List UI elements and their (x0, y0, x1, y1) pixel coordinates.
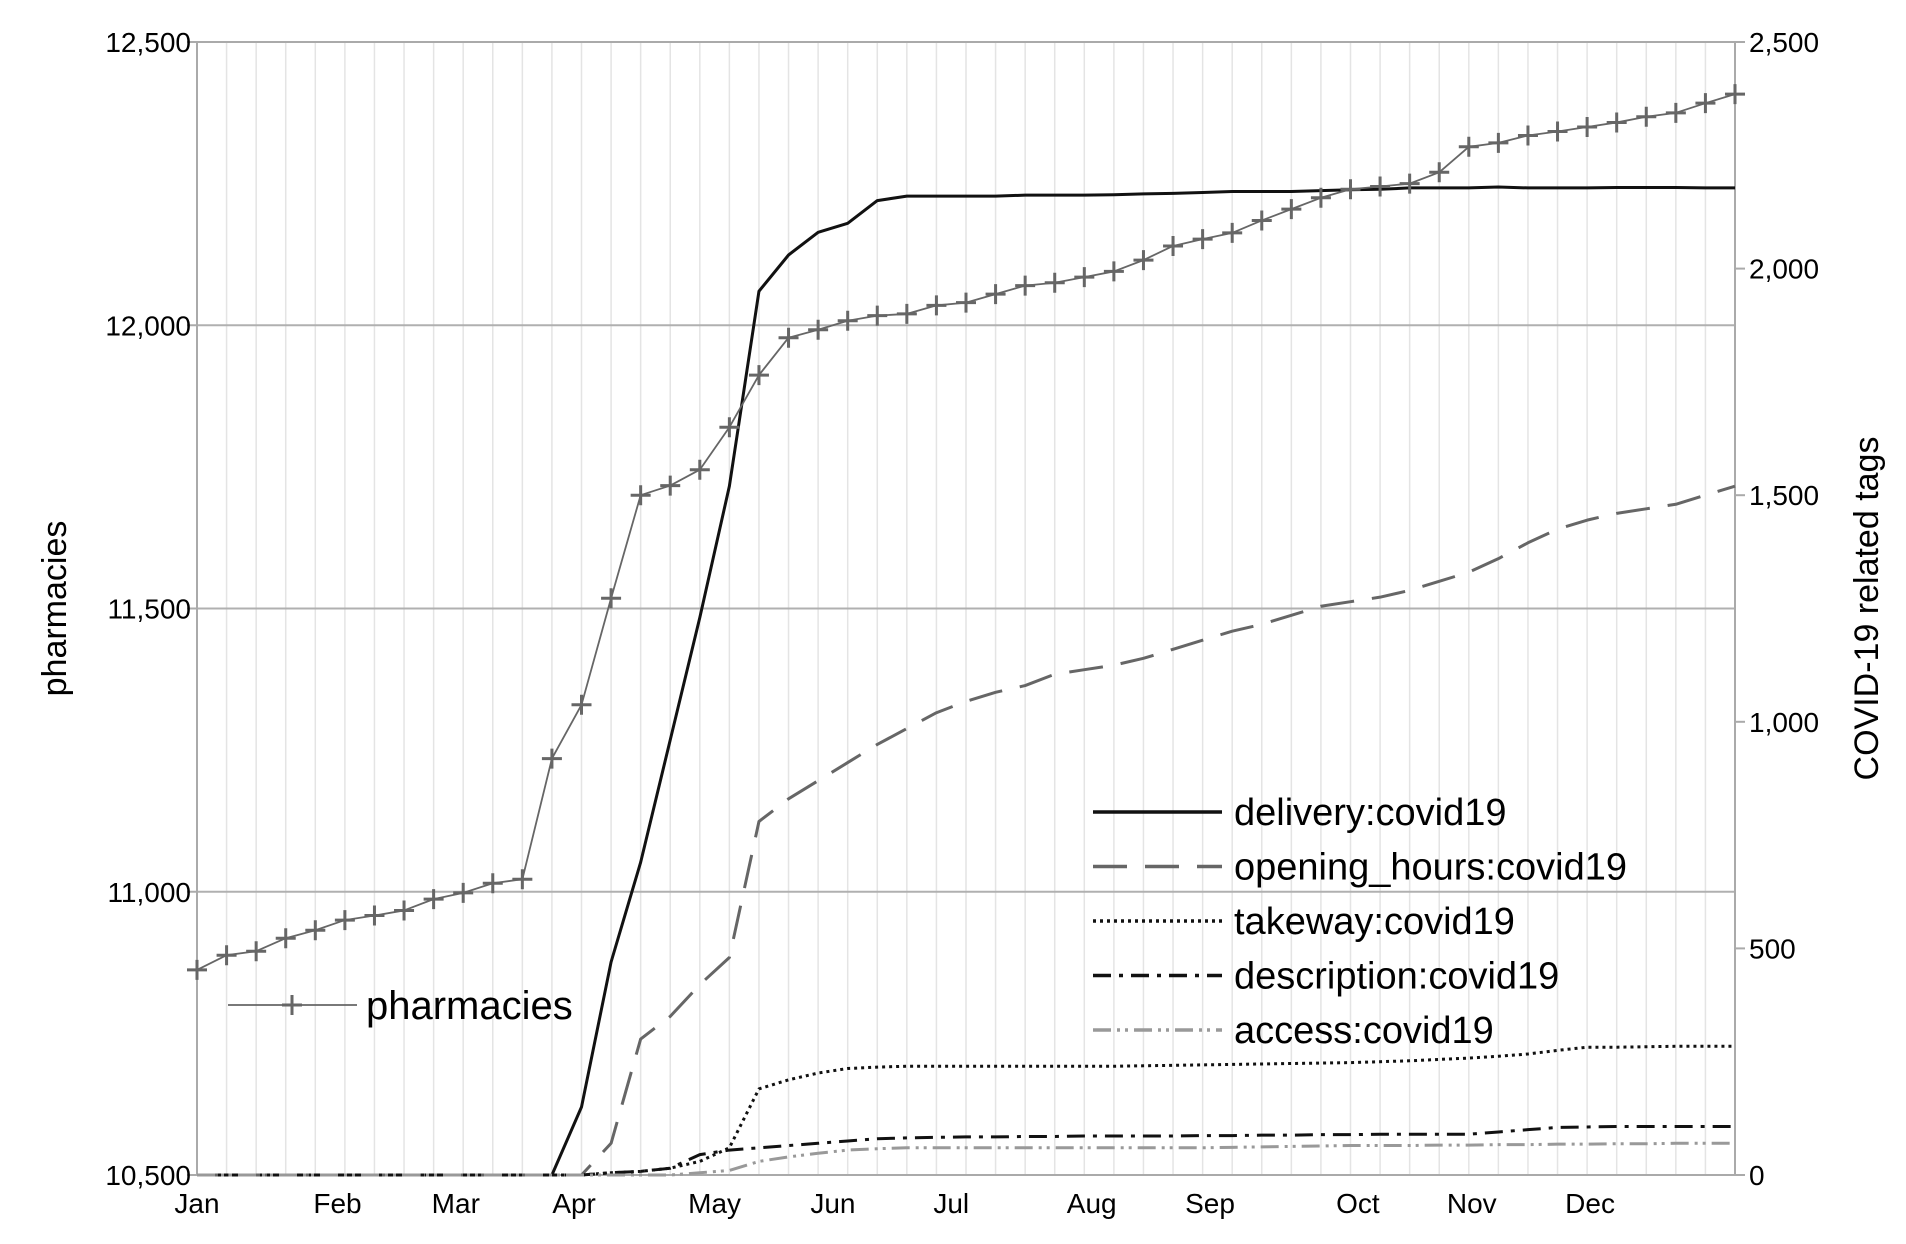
x-tick-label: Jan (174, 1188, 219, 1219)
pharmacies-point-marker (1399, 173, 1420, 194)
pharmacies-point-marker (1458, 136, 1479, 157)
x-tick-label: Dec (1565, 1188, 1615, 1219)
legend: delivery:covid19 opening_hours:covid19tak… (228, 792, 1627, 1052)
series-line-access-covid19 (197, 1141, 1735, 1177)
pharmacies-point-marker (1163, 235, 1184, 256)
x-tick-label: Mar (432, 1188, 480, 1219)
pharmacies-point-marker (1517, 125, 1538, 146)
left-tick-label: 12,000 (105, 310, 191, 341)
pharmacies-point-marker (1133, 250, 1154, 271)
series-lines (187, 84, 1745, 1177)
pharmacies-point-marker (896, 303, 917, 324)
pharmacies-point-marker (423, 889, 444, 910)
pharmacies-point-marker (1251, 210, 1272, 231)
right-tick-label: 1,000 (1749, 707, 1819, 738)
pharmacies-point-marker (1370, 176, 1391, 197)
pharmacies-point-marker (1547, 121, 1568, 142)
pharmacies-point-marker (334, 910, 355, 931)
pharmacies-point-marker (689, 459, 710, 480)
legend-label-takeway-covid19: takeway:covid19 (1234, 901, 1515, 943)
pharmacies-point-marker (394, 900, 415, 921)
pharmacies-point-marker (1665, 102, 1686, 123)
x-tick-label: Nov (1447, 1188, 1497, 1219)
x-tick-label: Jun (810, 1188, 855, 1219)
pharmacies-point-marker (1015, 275, 1036, 296)
pharmacies-point-marker (364, 905, 385, 926)
pharmacies-point-marker (275, 928, 296, 949)
pharmacies-point-marker (541, 748, 562, 769)
pharmacies-point-marker (748, 365, 769, 386)
series-line-takeway-covid19 (197, 1044, 1735, 1177)
pharmacies-point-marker (1340, 179, 1361, 200)
x-tick-label: Sep (1185, 1188, 1235, 1219)
pharmacies-point-marker (630, 485, 651, 506)
y-axis-left-title: pharmacies (36, 521, 74, 697)
pharmacies-point-marker (1488, 132, 1509, 153)
gridlines (197, 42, 1735, 1175)
pharmacies-point-marker (660, 475, 681, 496)
left-tick-label: 11,000 (107, 877, 191, 908)
pharmacies-point-marker (453, 882, 474, 903)
legend-label-pharmacies: pharmacies (366, 984, 573, 1028)
pharmacies-point-marker (1636, 106, 1657, 127)
x-tick-label: May (688, 1188, 741, 1219)
legend-label-description-covid19: description:covid19 (1234, 956, 1559, 998)
pharmacies-point-marker (1725, 84, 1745, 105)
pharmacies-point-marker (601, 588, 622, 609)
right-tick-label: 500 (1749, 933, 1796, 964)
pharmacies-point-marker (1577, 116, 1598, 137)
pharmacies-point-marker (808, 319, 829, 340)
x-tick-label: Jul (933, 1188, 969, 1219)
right-tick-label: 1,500 (1749, 480, 1819, 511)
pharmacies-point-marker (216, 945, 237, 966)
pharmacies-point-marker (1606, 112, 1627, 133)
pharmacies-point-marker (187, 959, 207, 980)
pharmacies-point-marker (778, 327, 799, 348)
pharmacies-point-marker (482, 873, 503, 894)
pharmacies-point-marker (1695, 93, 1716, 114)
x-tick-label: Oct (1336, 1188, 1380, 1219)
pharmacies-point-marker (956, 292, 976, 313)
x-tick-label: Apr (552, 1188, 596, 1219)
pharmacies-point-marker (926, 295, 947, 316)
pharmacies-point-marker (1281, 199, 1302, 220)
right-tick-label: 2,000 (1749, 254, 1819, 285)
left-tick-label: 12,500 (105, 27, 191, 58)
left-tick-label: 11,500 (107, 594, 191, 625)
y-axis-right-title: COVID-19 related tags (1848, 437, 1886, 781)
pharmacies-point-marker (512, 869, 533, 890)
pharmacies-point-marker (719, 417, 740, 438)
pharmacies-point-marker (1103, 261, 1124, 282)
pharmacies-point-marker (1310, 187, 1331, 208)
pharmacies-point-marker (837, 310, 858, 331)
axes: 10,500 11,000 11,500 12,000 12,500 0 500 1,000 1… (36, 27, 1886, 1219)
legend-pharmacies-marker (282, 995, 302, 1015)
left-tick-label: 10,500 (105, 1160, 191, 1191)
pharmacies-point-marker (1222, 222, 1243, 243)
pharmacies-point-marker (1429, 162, 1450, 183)
right-tick-label: 0 (1749, 1160, 1765, 1191)
pharmacies-point-marker (305, 920, 326, 941)
series-line-opening-hours-covid19 (197, 484, 1736, 1177)
pharmacies-point-marker (985, 284, 1006, 305)
right-tick-label: 2,500 (1749, 27, 1819, 58)
pharmacies-point-marker (571, 694, 592, 715)
pharmacies-point-marker (1044, 272, 1065, 293)
x-tick-label: Feb (313, 1188, 361, 1219)
pharmacies-point-marker (246, 941, 267, 962)
pharmacies-point-marker (1192, 229, 1213, 250)
pharmacies-point-marker (1074, 267, 1095, 288)
x-tick-label: Aug (1067, 1188, 1117, 1219)
pharmacies-point-marker (867, 305, 888, 326)
legend-label-opening-hours-covid19: opening_hours:covid19 (1234, 847, 1627, 889)
legend-label-access-covid19: access:covid19 (1234, 1010, 1494, 1052)
legend-label-delivery-covid19: delivery:covid19 (1234, 792, 1506, 834)
